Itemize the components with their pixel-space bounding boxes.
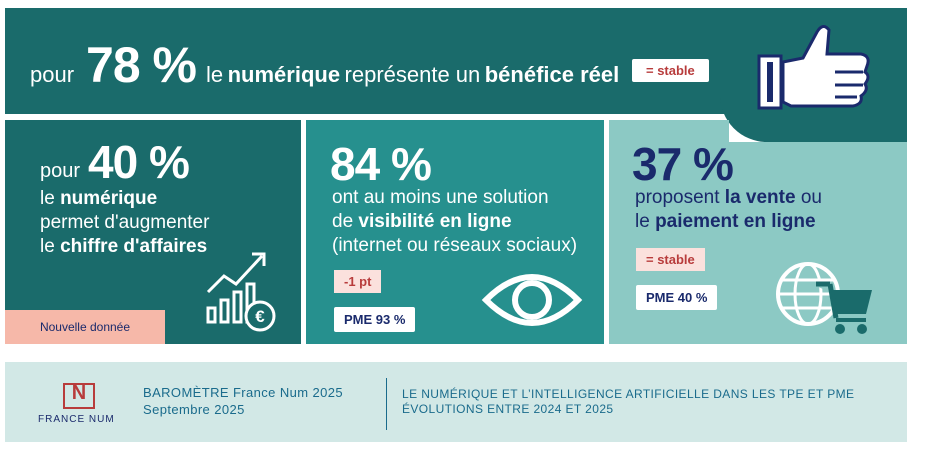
panel2-change-badge: -1 pt <box>334 270 382 293</box>
panel3-line2-bold: paiement en ligne <box>655 211 816 232</box>
panel2-pme-badge: PME 93 % <box>334 307 416 332</box>
panel-visibility <box>306 120 604 344</box>
panel1-line3-bold: chiffre d'affaires <box>60 236 208 257</box>
panel3-text: proposent la vente ou le paiement en lig… <box>635 186 822 234</box>
panel3-line1-bold: la vente <box>724 187 796 208</box>
top-pre: pour <box>30 62 75 87</box>
panel1-percent: 40 % <box>88 136 190 188</box>
footer-date: Septembre 2025 <box>143 402 245 417</box>
panel2-line2-bold: visibilité en ligne <box>358 211 512 232</box>
svg-text:€: € <box>255 307 265 326</box>
panel3-stable-badge: = stable <box>636 248 705 271</box>
thumbs-up-icon <box>757 25 870 110</box>
footer <box>5 362 907 442</box>
panel3-line1-post: ou <box>800 187 822 208</box>
footer-divider <box>386 378 387 430</box>
panel2-text: ont au moins une solution de visibilité … <box>332 186 577 258</box>
growth-chart-icon: € <box>206 252 276 332</box>
top-bold1: numérique <box>227 62 341 87</box>
top-percent: 78 % <box>86 37 197 93</box>
panel3-top-bg <box>609 120 729 144</box>
footer-subtitle-1: LE NUMÉRIQUE ET L’INTELLIGENCE ARTIFICIE… <box>402 387 855 401</box>
panel1-line1-pre: le <box>40 188 55 209</box>
panel1-pre: pour <box>40 160 81 182</box>
top-bold2: bénéfice réel <box>484 62 620 87</box>
logo-letter: N <box>71 382 87 404</box>
panel3-line2-pre: le <box>635 211 650 232</box>
logo-text: FRANCE NUM <box>38 414 115 425</box>
panel3-pme-badge: PME 40 % <box>636 285 718 310</box>
panel1-line3-pre: le <box>40 236 55 257</box>
panel1-line2: permet d'augmenter <box>40 212 210 233</box>
panel1-line1-bold: numérique <box>60 188 158 209</box>
globe-cart-icon <box>776 262 872 334</box>
eye-icon <box>481 274 583 326</box>
panel2-line2-pre: de <box>332 211 354 232</box>
panel2-line1: ont au moins une solution <box>332 187 549 208</box>
footer-subtitle-2: ÉVOLUTIONS ENTRE 2024 ET 2025 <box>402 402 614 416</box>
top-mid1: le <box>206 62 224 87</box>
france-num-logo <box>63 383 95 409</box>
top-headline: pour 78 % le numérique représente un bén… <box>30 36 619 94</box>
panel3-percent: 37 % <box>632 138 734 190</box>
panel2-line3: (internet ou réseaux sociaux) <box>332 235 578 256</box>
top-stable-badge: = stable <box>632 59 709 82</box>
new-data-label: Nouvelle donnée <box>5 310 165 344</box>
panel2-percent: 84 % <box>330 138 432 190</box>
panel3-line1-pre: proposent <box>635 187 720 208</box>
footer-title: BAROMÈTRE France Num 2025 <box>143 385 344 400</box>
panel1-text: le numérique permet d'augmenter le chiff… <box>40 187 209 259</box>
top-mid2: représente un <box>344 62 481 87</box>
